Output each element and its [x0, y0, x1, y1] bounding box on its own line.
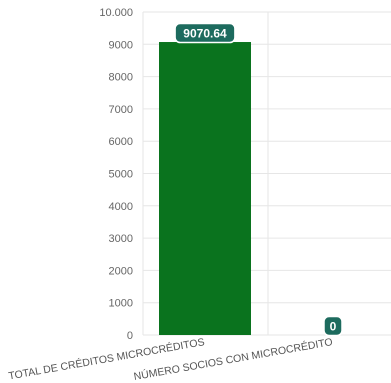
bar — [159, 42, 251, 335]
y-tick-label: 8000 — [109, 72, 133, 84]
data-label: 9070.64 — [183, 27, 227, 41]
data-label-badge — [174, 22, 236, 44]
y-tick-label: 0 — [127, 330, 133, 342]
y-tick-label: 7000 — [109, 104, 133, 116]
y-tick-label: 3000 — [109, 233, 133, 245]
y-tick-label: 6000 — [109, 136, 133, 148]
data-labels: 9070.64 0 — [174, 22, 343, 337]
y-tick-label: 4000 — [109, 201, 133, 213]
data-label-badge — [323, 315, 343, 337]
data-label: 0 — [330, 320, 337, 334]
y-tick-label: 1000 — [109, 298, 133, 310]
y-axis-ticks: 0 1000 2000 3000 4000 5000 6000 7000 8000 9000 10.… — [99, 7, 133, 342]
bars — [159, 42, 251, 335]
y-tick-label: 10.000 — [99, 7, 133, 19]
y-tick-label: 9000 — [109, 39, 133, 51]
y-tick-label: 5000 — [109, 169, 133, 181]
y-tick-label: 2000 — [109, 265, 133, 277]
